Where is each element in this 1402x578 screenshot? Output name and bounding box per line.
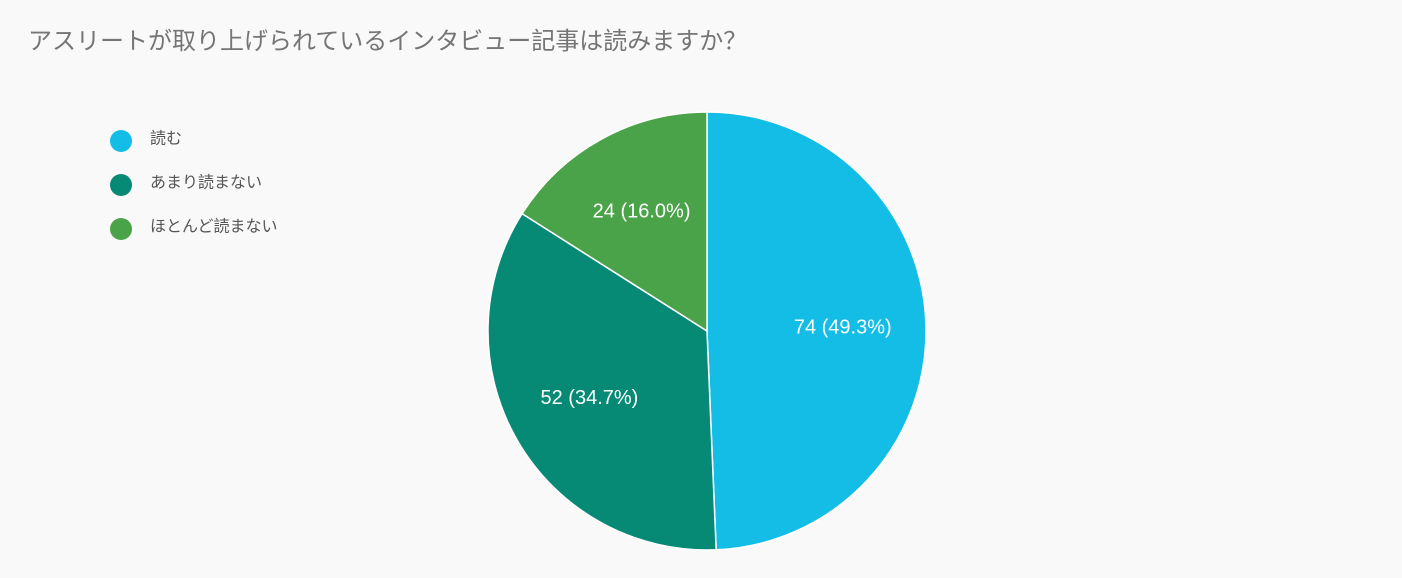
value-label: 74 (49.3%) (794, 316, 892, 338)
legend-marker (110, 130, 132, 152)
pie-slice (706, 111, 927, 551)
pie-slice (521, 111, 708, 333)
legend-label: あまり読まない (150, 173, 262, 192)
legend-marker (110, 218, 132, 240)
value-label: 52 (34.7%) (540, 387, 638, 409)
value-label: 24 (16.0%) (593, 200, 691, 222)
chart-title: アスリートが取り上げられているインタビュー記事は読みますか？ (28, 27, 747, 55)
legend-marker (110, 174, 132, 196)
pie-slice (487, 212, 717, 551)
legend-label: 読む (150, 129, 182, 148)
legend-label: ほとんど読まない (150, 217, 278, 236)
